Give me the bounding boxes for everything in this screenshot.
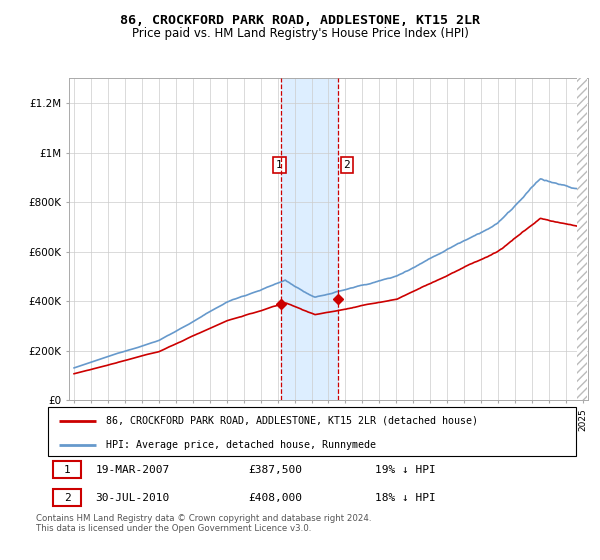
Text: 30-JUL-2010: 30-JUL-2010 — [95, 493, 170, 503]
Text: 19-MAR-2007: 19-MAR-2007 — [95, 465, 170, 475]
Text: 19% ↓ HPI: 19% ↓ HPI — [376, 465, 436, 475]
FancyBboxPatch shape — [53, 461, 81, 478]
Text: 86, CROCKFORD PARK ROAD, ADDLESTONE, KT15 2LR (detached house): 86, CROCKFORD PARK ROAD, ADDLESTONE, KT1… — [106, 416, 478, 426]
Text: 18% ↓ HPI: 18% ↓ HPI — [376, 493, 436, 503]
Text: Contains HM Land Registry data © Crown copyright and database right 2024.
This d: Contains HM Land Registry data © Crown c… — [36, 514, 371, 534]
Bar — [577, 78, 587, 400]
Text: Price paid vs. HM Land Registry's House Price Index (HPI): Price paid vs. HM Land Registry's House … — [131, 27, 469, 40]
Text: 1: 1 — [276, 160, 283, 170]
Text: 86, CROCKFORD PARK ROAD, ADDLESTONE, KT15 2LR: 86, CROCKFORD PARK ROAD, ADDLESTONE, KT1… — [120, 14, 480, 27]
Text: HPI: Average price, detached house, Runnymede: HPI: Average price, detached house, Runn… — [106, 440, 376, 450]
Text: 1: 1 — [64, 465, 70, 475]
Bar — [281, 78, 338, 400]
FancyBboxPatch shape — [53, 489, 81, 506]
Text: £408,000: £408,000 — [248, 493, 302, 503]
Text: 2: 2 — [343, 160, 350, 170]
Text: 2: 2 — [64, 493, 70, 503]
Text: £387,500: £387,500 — [248, 465, 302, 475]
FancyBboxPatch shape — [48, 407, 576, 456]
